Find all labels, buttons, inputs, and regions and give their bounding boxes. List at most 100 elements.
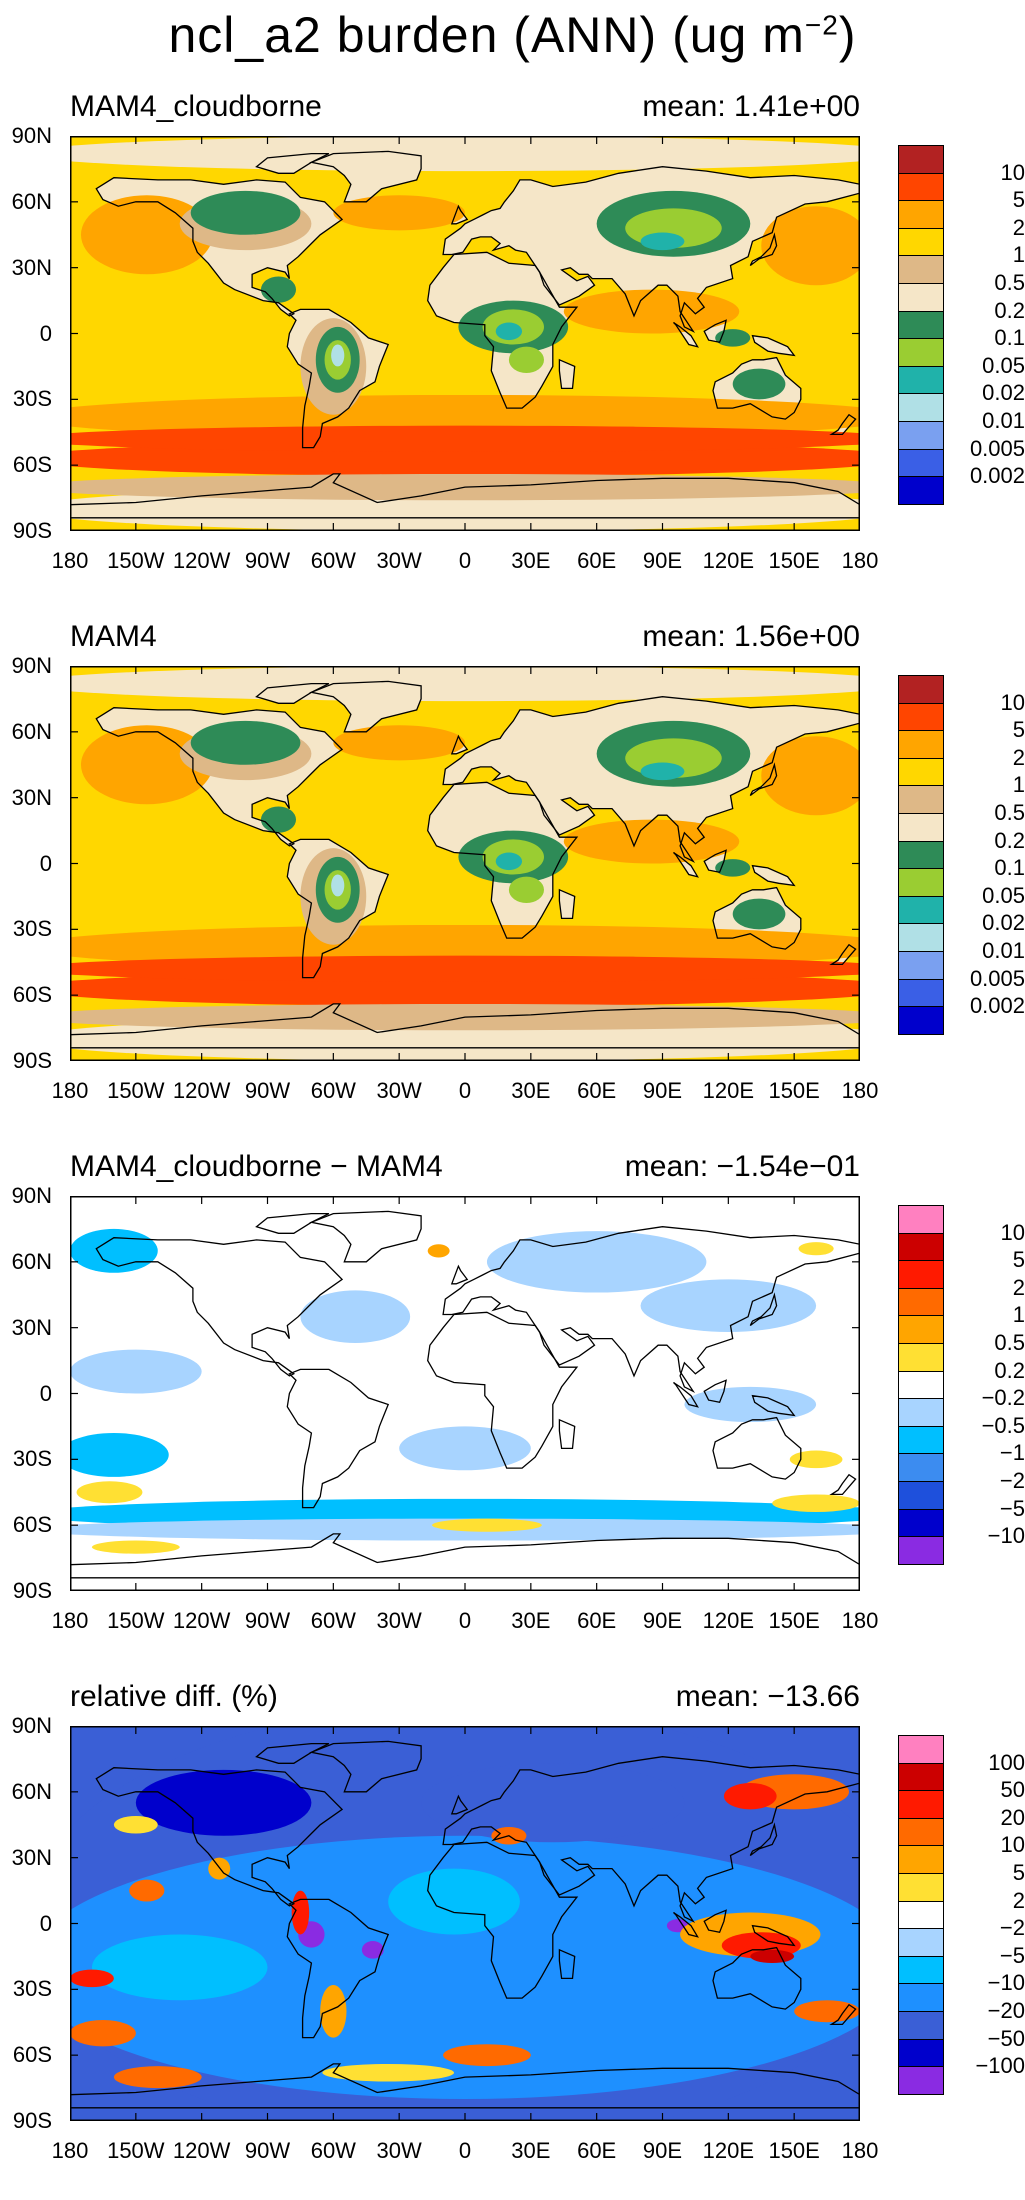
colorbar-label: 0.1: [994, 325, 1025, 351]
colorbar-label: 0.01: [982, 408, 1025, 433]
colorbar-label: 100: [988, 1749, 1025, 1775]
field-contour: [190, 190, 301, 235]
panel-mean: mean: −13.66: [675, 1680, 860, 1713]
colorbar-label: −2: [999, 1468, 1025, 1493]
colorbar-swatch: [898, 923, 944, 951]
lat-label: 30N: [11, 784, 52, 810]
field-contour: [789, 1450, 843, 1469]
coastline: [255, 1742, 330, 1764]
lon-label: 150W: [107, 1608, 165, 1633]
map-panel: MAM4_cloudborne mean: 1.41e+00 90N 60N 30N…: [0, 90, 1025, 610]
lat-label: 30S: [12, 1446, 52, 1472]
field-contour: [388, 1868, 520, 1935]
lon-label: 120W: [172, 2138, 231, 2163]
field-contour: [563, 819, 740, 864]
lon-label: 0: [458, 548, 472, 573]
colorbar-swatch: [898, 1508, 944, 1537]
lon-label: 180: [841, 1608, 879, 1633]
lon-label: 60E: [577, 1078, 617, 1103]
lon-label: 180: [51, 2138, 89, 2163]
colorbar: [898, 675, 944, 1035]
coastline: [829, 943, 857, 966]
colorbar-label: 0.002: [969, 993, 1025, 1019]
colorbar-swatch: [898, 1315, 944, 1343]
lon-label: 90E: [642, 1078, 683, 1103]
lat-label: 60S: [12, 452, 52, 478]
colorbar: [898, 1735, 944, 2095]
field-contour: [723, 1783, 777, 1810]
colorbar-label: 0.1: [994, 855, 1025, 881]
coastline: [70, 1533, 860, 1579]
field-contour: [421, 1763, 685, 1843]
colorbar-label: 1: [1012, 242, 1025, 268]
colorbar-label: −20: [987, 1998, 1025, 2023]
field-contour: [443, 2044, 531, 2067]
colorbar-label: −1: [999, 1440, 1025, 1466]
map-plot: [70, 136, 860, 531]
coastline: [673, 851, 699, 878]
field-contour: [432, 1518, 542, 1532]
field-contour: [322, 2063, 455, 2082]
coastline: [450, 734, 469, 755]
colorbar-swatch: [898, 2010, 944, 2039]
field-contour: [361, 1941, 384, 1959]
lat-label: 30S: [12, 1976, 52, 2002]
colorbar-label: −50: [987, 2025, 1025, 2051]
coastline: [442, 1226, 860, 1393]
coastline: [712, 1416, 802, 1480]
field-contour: [563, 289, 740, 334]
colorbar-swatch: [898, 1762, 944, 1791]
coastline: [286, 308, 390, 449]
colorbar-swatch: [898, 1260, 944, 1288]
coastline: [427, 1841, 579, 1999]
lon-label: 120E: [702, 1608, 755, 1633]
field-contour: [752, 335, 795, 356]
lon-label: 60W: [310, 1078, 356, 1103]
colorbar-swatch: [898, 1735, 944, 1763]
field-contour: [70, 136, 860, 172]
lon-label: 90W: [244, 548, 291, 573]
colorbar-swatch: [898, 338, 944, 366]
lon-label: 60E: [577, 1608, 617, 1633]
lon-label: 120W: [172, 548, 231, 573]
colorbar-swatch: [898, 1900, 944, 1929]
lat-label: 30N: [11, 254, 52, 280]
coastline: [450, 1264, 469, 1285]
field-contour: [798, 1242, 834, 1256]
field-contour: [76, 1481, 143, 1504]
coastline: [442, 166, 860, 333]
field-contour: [129, 1879, 165, 1902]
coastline: [309, 1210, 422, 1263]
field-contour: [208, 1857, 231, 1880]
coastline: [286, 1898, 390, 2039]
lon-label: 60W: [310, 548, 356, 573]
field-contour: [113, 1815, 158, 1834]
field-contour: [70, 666, 860, 702]
lat-label: 30S: [12, 386, 52, 412]
colorbar-swatch: [898, 420, 944, 449]
colorbar-swatch: [898, 1205, 944, 1233]
coastline: [703, 319, 727, 344]
coastline: [749, 232, 778, 267]
colorbar: [898, 145, 944, 505]
lat-label: 90N: [11, 653, 52, 678]
map-plot: [70, 1726, 860, 2121]
panel-title: MAM4_cloudborne − MAM4: [70, 1150, 443, 1183]
colorbar-label: 1: [1012, 1302, 1025, 1328]
field-contour: [732, 898, 786, 930]
field-contour: [260, 806, 297, 833]
colorbar-swatch: [898, 2038, 944, 2067]
colorbar-label: −10: [987, 1523, 1025, 1549]
coastline: [442, 696, 860, 863]
lat-label: 90S: [12, 518, 52, 543]
field-contour: [495, 852, 523, 871]
coastline: [673, 321, 699, 348]
colorbar-swatch: [898, 282, 944, 311]
colorbar-swatch: [898, 255, 944, 283]
lon-label: 90E: [642, 548, 683, 573]
field-contour: [70, 955, 860, 982]
coastline: [286, 1368, 390, 1509]
lat-label: 90S: [12, 2108, 52, 2133]
lon-label: 90E: [642, 2138, 683, 2163]
lat-label: 90N: [11, 1183, 52, 1208]
